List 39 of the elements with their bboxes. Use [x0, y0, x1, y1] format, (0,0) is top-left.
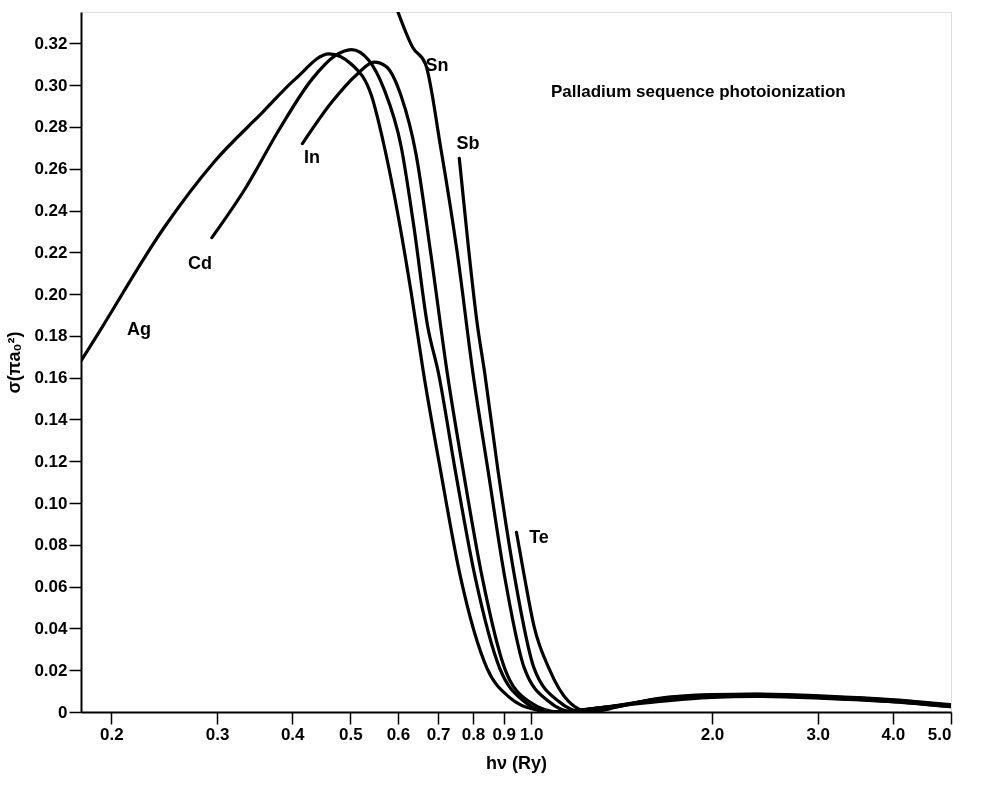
y-tick-label: 0 [58, 702, 68, 722]
y-tick-label: 0.16 [34, 368, 68, 388]
annotation: Te [529, 527, 549, 547]
x-tick-label: 5.0 [927, 724, 952, 744]
x-tick-label: 4.0 [881, 724, 906, 744]
x-tick-label: 0.7 [426, 724, 451, 744]
x-tick-label: 0.6 [386, 724, 411, 744]
y-tick-label: 0.14 [34, 409, 69, 429]
x-axis-title: hν (Ry) [485, 752, 548, 773]
annotation: Palladium sequence photoionization [551, 82, 846, 101]
y-tick-label: 0.32 [34, 33, 68, 53]
x-tick-label: 1.0 [519, 724, 544, 744]
y-tick-label: 0.18 [34, 326, 68, 346]
y-tick-label: 0.02 [34, 660, 68, 680]
x-tick-label: 3.0 [806, 724, 831, 744]
annotation: In [304, 147, 320, 167]
annotation: Sb [456, 133, 480, 153]
x-tick-label: 0.8 [461, 724, 486, 744]
y-tick-label: 0.24 [34, 201, 69, 221]
x-tick-label: 0.2 [100, 724, 124, 744]
y-tick-label: 0.08 [34, 535, 68, 555]
y-tick-label: 0.22 [34, 242, 68, 262]
y-tick-label: 0.12 [34, 451, 68, 471]
x-tick-label: 0.5 [339, 724, 363, 744]
y-tick-label: 0.26 [34, 159, 68, 179]
annotation: Sn [425, 55, 449, 75]
y-tick-label: 0.30 [34, 75, 68, 95]
annotation: Ag [127, 319, 151, 339]
y-tick-label: 0.04 [34, 618, 69, 638]
x-tick-label: 0.9 [492, 724, 517, 744]
x-tick-label: 0.4 [280, 724, 306, 744]
x-tick-label: 2.0 [700, 724, 725, 744]
y-tick-label: 0.10 [34, 493, 68, 513]
y-axis-title: σ(πa₀²) [4, 331, 25, 394]
y-tick-label: 0.06 [34, 577, 68, 597]
y-tick-label: 0.20 [34, 284, 68, 304]
y-tick-label: 0.28 [34, 117, 68, 137]
x-tick-label: 0.3 [205, 724, 230, 744]
annotation: Cd [188, 253, 212, 273]
